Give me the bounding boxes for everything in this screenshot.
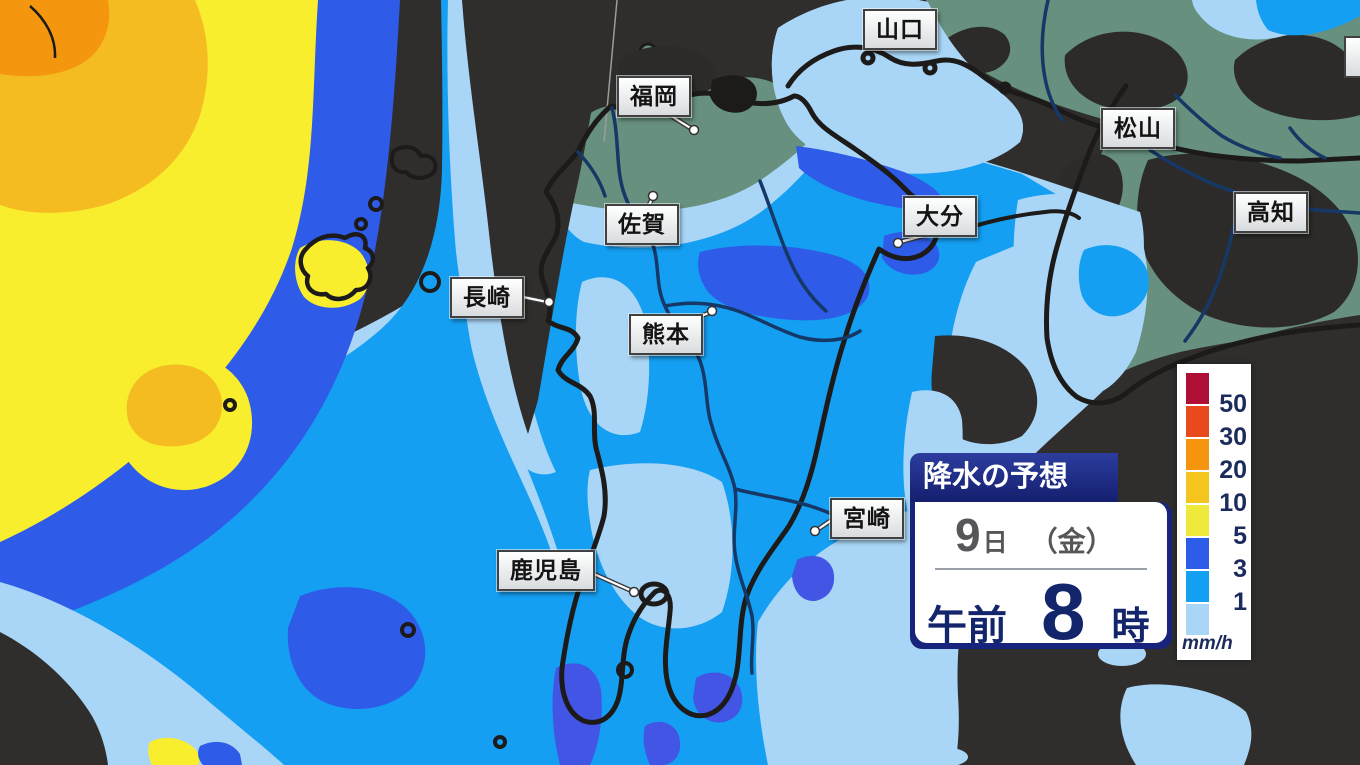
- city-label-kochi: 高知: [1233, 191, 1309, 234]
- city-label-nagasaki: 長崎: [449, 276, 525, 319]
- legend-value-30: 30: [1219, 423, 1247, 451]
- date-day-unit: 日: [982, 529, 1008, 557]
- city-label-matsuyama: 松山: [1100, 107, 1176, 150]
- legend-swatch-3: [1186, 538, 1209, 569]
- city-label-saga: 佐賀: [604, 203, 680, 246]
- time-hour: 8: [1041, 567, 1086, 644]
- infobox-title: 降水の予想: [910, 453, 1118, 502]
- city-label-miyazaki: 宮崎: [829, 497, 905, 540]
- infobox-body: 9 日 （金） 午前 8 時: [910, 502, 1172, 649]
- rain-heavy-patch-bottom: [198, 741, 242, 765]
- city-label-yamaguchi: 山口: [862, 8, 938, 51]
- partial-city-label: [1344, 36, 1360, 78]
- legend-value-3: 3: [1233, 555, 1247, 583]
- legend-swatch-20: [1186, 439, 1209, 470]
- terrain-shading: [618, 26, 1360, 328]
- infobox-panel: 9 日 （金） 午前 8 時: [915, 502, 1167, 643]
- city-label-kagoshima: 鹿児島: [496, 549, 596, 592]
- legend-swatch-1: [1186, 571, 1209, 602]
- precipitation-legend: 50 30 20 10 5 3 1 mm/h: [1177, 364, 1251, 660]
- legend-value-1: 1: [1233, 588, 1247, 616]
- legend-swatch-30: [1186, 406, 1209, 437]
- city-label-kumamoto: 熊本: [628, 313, 704, 356]
- graticule-line: [603, 0, 618, 143]
- legend-swatch-10: [1186, 472, 1209, 503]
- city-label-oita: 大分: [902, 195, 978, 238]
- forecast-infobox: 9 日 （金） 午前 8 時 降水の予想: [910, 453, 1172, 649]
- legend-unit: mm/h: [1182, 633, 1233, 654]
- rain-intense-patch-bottom: [148, 737, 200, 765]
- forecast-date: 9 日 （金）: [915, 502, 1167, 560]
- time-unit: 時: [1111, 606, 1150, 643]
- date-day: 9: [955, 509, 981, 561]
- legend-color-scale: [1186, 373, 1209, 637]
- rain-intense-areas: [0, 0, 369, 542]
- legend-value-5: 5: [1233, 522, 1247, 550]
- forecast-time: 午前 8 時: [915, 567, 1167, 644]
- time-period: 午前: [927, 604, 1007, 643]
- far-coastline: [29, 5, 57, 59]
- city-label-fukuoka: 福岡: [616, 75, 692, 118]
- legend-swatch-5: [1186, 505, 1209, 536]
- legend-value-20: 20: [1219, 456, 1247, 484]
- legend-value-10: 10: [1219, 489, 1247, 517]
- legend-value-50: 50: [1219, 390, 1247, 418]
- rain-moderate-patch-shikoku: [1078, 245, 1149, 317]
- coastlines: [223, 44, 1360, 749]
- city-landmass: [710, 75, 757, 113]
- legend-swatch-trace: [1186, 604, 1209, 635]
- legend-swatch-50: [1186, 373, 1209, 404]
- date-weekday: （金）: [1029, 526, 1114, 557]
- infobox-divider: [935, 568, 1147, 570]
